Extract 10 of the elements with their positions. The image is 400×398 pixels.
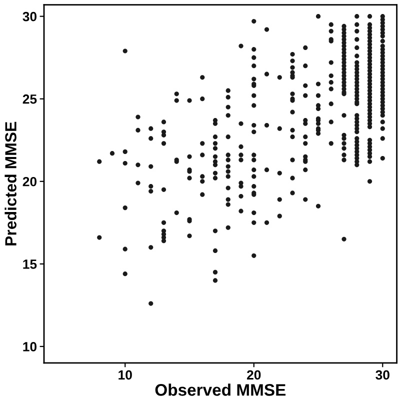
y-tick-label: 25 [22, 94, 37, 104]
y-tick-label: 10 [23, 342, 37, 352]
x-axis-title: Observed MMSE [155, 384, 286, 396]
y-tick-label: 15 [23, 260, 37, 269]
x-tick-label: 10 [118, 370, 132, 380]
x-tick-label: 20 [247, 370, 261, 380]
y-axis-title: Predicted MMSE [4, 122, 16, 246]
y-tick-label: 20 [22, 176, 37, 186]
y-tick-label: 30 [22, 12, 37, 22]
x-tick-label: 30 [376, 370, 390, 380]
